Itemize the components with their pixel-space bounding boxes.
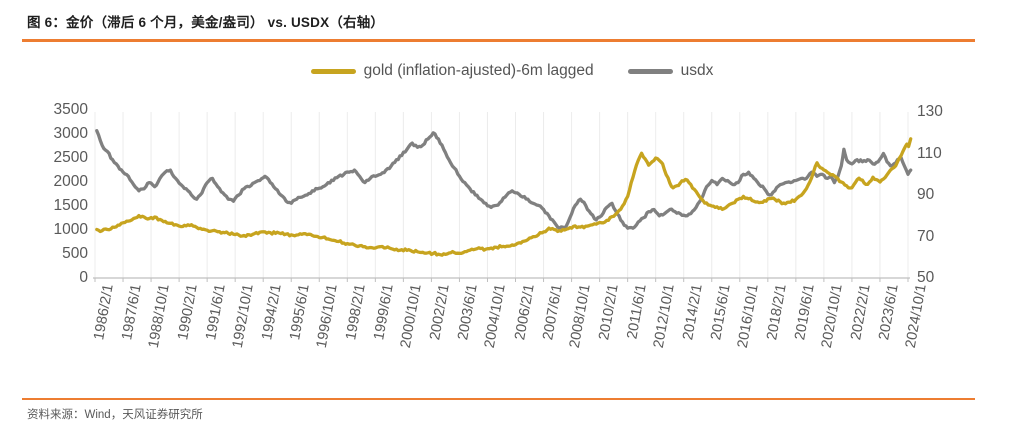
right-axis-label: 70: [917, 227, 935, 245]
left-axis-label: 1500: [53, 197, 88, 214]
left-axis-label: 1000: [53, 221, 88, 238]
right-axis-label: 130: [917, 103, 943, 120]
right-axis-label: 90: [917, 186, 935, 203]
usdx-line-swatch: [627, 68, 673, 74]
legend-label-usdx: usdx: [680, 62, 714, 79]
gold-series-line: [95, 137, 913, 257]
usdx-series-line: [95, 129, 913, 230]
left-axis-label: 3500: [53, 101, 88, 118]
left-axis-label: 2500: [53, 149, 88, 166]
left-axis-label: 2000: [53, 173, 88, 190]
source-note: 资料来源：Wind，天风证券研究所: [27, 409, 203, 421]
left-axis-label: 0: [79, 269, 88, 286]
footer-divider-rule: [22, 398, 975, 400]
figure-title: 图 6：金价（滞后 6 个月，美金/盎司） vs. USDX（右轴）: [27, 15, 385, 30]
gold-line-swatch: [310, 68, 356, 74]
chart-legend: gold (inflation-ajusted)-6m lagged usdx: [0, 62, 1024, 80]
title-divider-rule: [22, 39, 975, 42]
right-axis-label: 110: [917, 144, 942, 162]
left-axis-label: 3000: [53, 125, 88, 142]
right-axis-label: 50: [917, 269, 935, 286]
legend-item-gold: gold (inflation-ajusted)-6m lagged: [310, 62, 594, 80]
legend-label-gold: gold (inflation-ajusted)-6m lagged: [363, 62, 594, 79]
left-axis-label: 500: [62, 245, 88, 262]
legend-item-usdx: usdx: [627, 62, 714, 80]
